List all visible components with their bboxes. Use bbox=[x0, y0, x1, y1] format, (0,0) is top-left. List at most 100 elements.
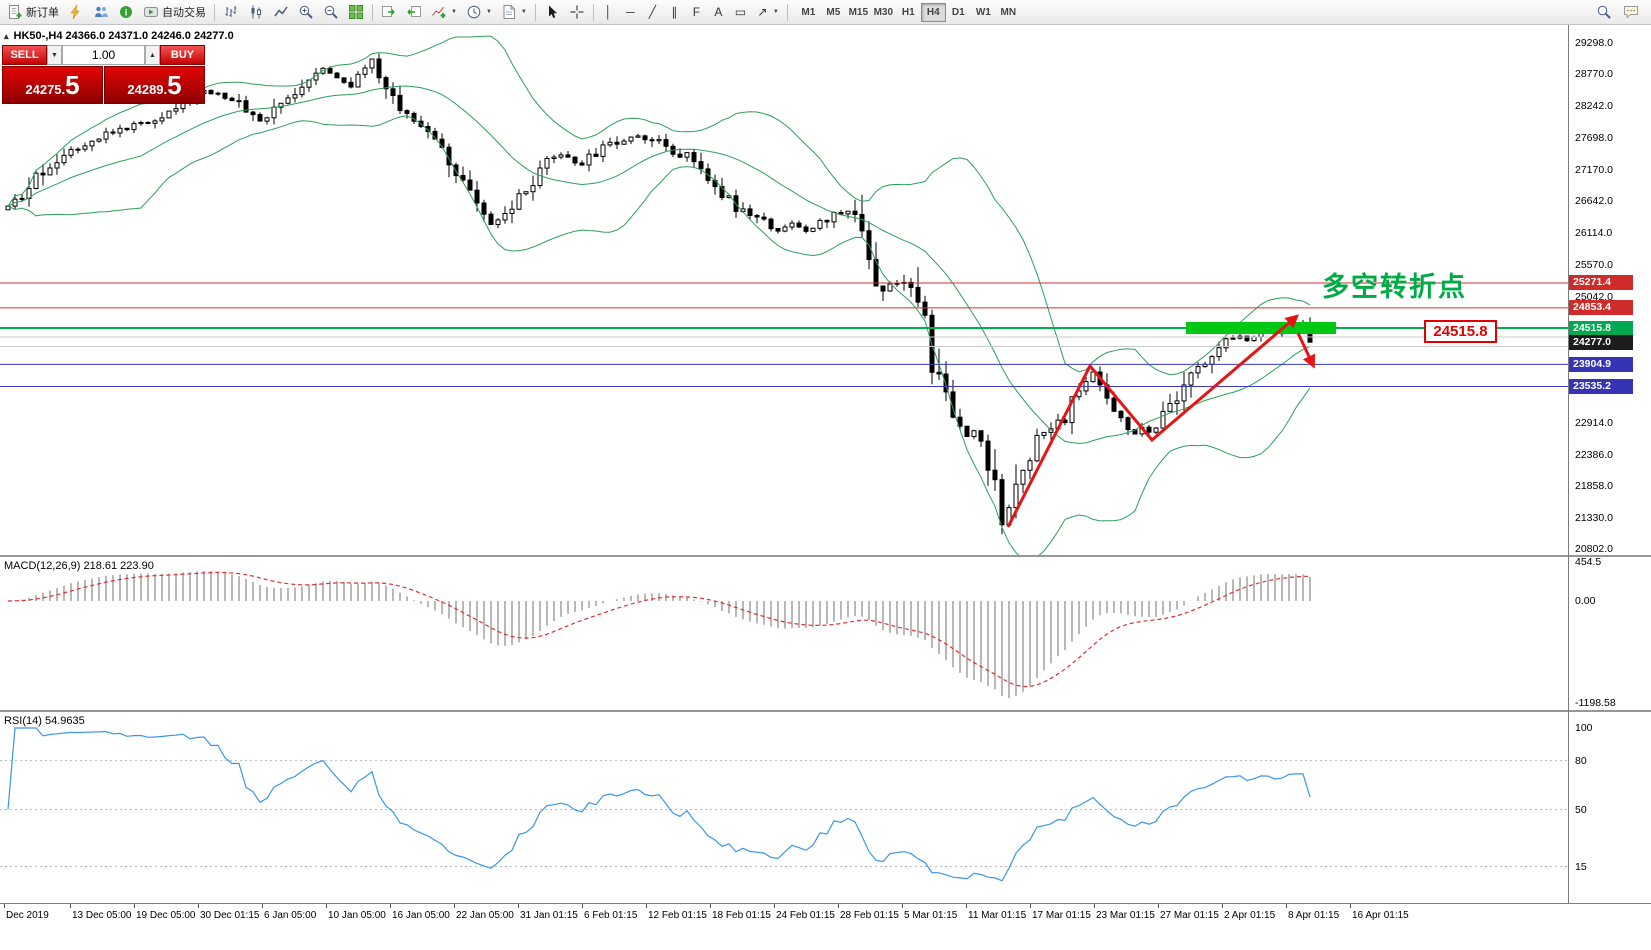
cursor-icon bbox=[548, 5, 557, 18]
toolbar-right-group bbox=[1592, 2, 1648, 23]
equidistant-channel-tool-button[interactable]: ∥ bbox=[664, 2, 685, 23]
profiles-button[interactable] bbox=[89, 2, 113, 23]
trendline-tool-button[interactable]: ╱ bbox=[642, 2, 663, 23]
time-label: 30 Dec 01:15 bbox=[200, 910, 260, 921]
timeframe-button-w1[interactable]: W1 bbox=[971, 3, 996, 22]
bar-chart-mode-button[interactable] bbox=[219, 2, 243, 23]
candles bbox=[5, 53, 1313, 535]
metaeditor-button[interactable] bbox=[64, 2, 88, 23]
trend-zigzag-arrow[interactable] bbox=[1006, 314, 1300, 528]
sell-button[interactable]: SELL bbox=[2, 45, 47, 65]
chart-window: ▴ HK50-,H4 24366.0 24371.0 24246.0 24277… bbox=[0, 25, 1651, 950]
time-label: 16 Jan 05:00 bbox=[392, 910, 450, 921]
time-axis-tick bbox=[1030, 904, 1031, 908]
new-order-button[interactable]: 新订单 bbox=[3, 2, 63, 23]
volume-input[interactable] bbox=[62, 45, 145, 65]
axis-price-label: 29298.0 bbox=[1575, 37, 1613, 49]
cursor-tool-button[interactable] bbox=[540, 2, 564, 23]
time-label: 31 Jan 01:15 bbox=[520, 910, 578, 921]
axis-price-label: 20802.0 bbox=[1575, 543, 1613, 555]
timeframe-button-m30[interactable]: M30 bbox=[871, 3, 896, 22]
macd-axis-label: 0.00 bbox=[1575, 595, 1596, 607]
pullback-arrow[interactable] bbox=[1296, 332, 1316, 369]
tile-windows-button[interactable] bbox=[344, 2, 368, 23]
one-click-prices: 24275. 5 24289. 5 bbox=[2, 66, 205, 104]
search-button[interactable] bbox=[1592, 2, 1616, 23]
volume-increase-button[interactable]: ▲ bbox=[145, 45, 160, 65]
buy-button[interactable]: BUY bbox=[160, 45, 205, 65]
chart-shift-button[interactable] bbox=[402, 2, 426, 23]
time-label: 18 Feb 01:15 bbox=[712, 910, 771, 921]
price-tag: 23904.9 bbox=[1569, 357, 1633, 372]
bid-price-big-digit: 5 bbox=[65, 70, 80, 100]
time-label: 12 Feb 01:15 bbox=[648, 910, 707, 921]
chevron-down-icon: ▼ bbox=[772, 9, 779, 15]
axis-price-label: 26114.0 bbox=[1575, 227, 1613, 239]
templates-dropdown-button[interactable]: ▼ bbox=[497, 2, 531, 23]
indicators-dropdown-button[interactable]: ▼ bbox=[427, 2, 461, 23]
chat-button[interactable] bbox=[1619, 2, 1643, 23]
fibonacci-tool-button[interactable]: F bbox=[686, 2, 707, 23]
vertical-line-tool-button[interactable]: │ bbox=[598, 2, 619, 23]
line-chart-icon bbox=[274, 6, 288, 17]
time-label: 17 Mar 01:15 bbox=[1032, 910, 1091, 921]
price-tag: 25271.4 bbox=[1569, 275, 1633, 290]
periods-dropdown-button[interactable]: ▼ bbox=[462, 2, 496, 23]
line-chart-mode-button[interactable] bbox=[269, 2, 293, 23]
time-label: 11 Mar 01:15 bbox=[968, 910, 1027, 921]
timeframe-button-mn[interactable]: MN bbox=[996, 3, 1021, 22]
zoom-in-button[interactable] bbox=[294, 2, 318, 23]
candlestick-mode-button[interactable] bbox=[244, 2, 268, 23]
channel-icon: ∥ bbox=[671, 5, 678, 19]
macd-indicator-panel[interactable] bbox=[0, 557, 1568, 709]
time-label: 8 Apr 01:15 bbox=[1288, 910, 1340, 921]
axis-price-label: 22914.0 bbox=[1575, 417, 1613, 429]
macd-panel-separator[interactable] bbox=[0, 555, 1651, 557]
time-label: 10 Jan 05:00 bbox=[328, 910, 386, 921]
info-icon: i bbox=[120, 6, 132, 18]
ask-price-big-digit: 5 bbox=[167, 70, 182, 100]
autotrading-button[interactable]: 自动交易 bbox=[139, 2, 210, 23]
crosshair-icon bbox=[570, 5, 584, 19]
timeframe-button-m5[interactable]: M5 bbox=[821, 3, 846, 22]
text-tool-button[interactable]: A bbox=[708, 2, 729, 23]
label-tool-button[interactable]: ▭ bbox=[730, 2, 751, 23]
time-axis-tick bbox=[518, 904, 519, 908]
zoom-out-button[interactable] bbox=[319, 2, 343, 23]
macd-label: MACD(12,26,9) 218.61 223.90 bbox=[4, 560, 154, 572]
people-icon bbox=[95, 6, 108, 17]
ask-price-panel[interactable]: 24289. 5 bbox=[104, 66, 205, 104]
key-level-price-box[interactable]: 24515.8 bbox=[1424, 320, 1497, 343]
timeframe-button-m15[interactable]: M15 bbox=[846, 3, 871, 22]
timeframe-button-h1[interactable]: H1 bbox=[896, 3, 921, 22]
axis-price-label: 27170.0 bbox=[1575, 164, 1613, 176]
auto-scroll-button[interactable] bbox=[377, 2, 401, 23]
toolbar-separator bbox=[592, 3, 594, 21]
chevron-down-icon: ▼ bbox=[520, 9, 527, 15]
help-button[interactable]: i bbox=[114, 2, 138, 23]
price-axis[interactable]: 29298.0 28770.0 28242.0 27698.0 27170.0 26642… bbox=[1568, 25, 1651, 903]
time-axis-tick bbox=[774, 904, 775, 908]
axis-price-label: 22386.0 bbox=[1575, 449, 1613, 461]
rsi-panel-separator[interactable] bbox=[0, 710, 1651, 712]
timeframe-button-d1[interactable]: D1 bbox=[946, 3, 971, 22]
rsi-indicator-panel[interactable] bbox=[0, 712, 1568, 903]
horizontal-line-tool-button[interactable]: ─ bbox=[620, 2, 641, 23]
price-chart[interactable] bbox=[0, 25, 1568, 555]
arrow-tool-button[interactable]: ↗ ▼ bbox=[752, 2, 783, 23]
axis-price-label: 28242.0 bbox=[1575, 100, 1613, 112]
time-axis-tick bbox=[70, 904, 71, 908]
price-tag: 24515.8 bbox=[1569, 321, 1633, 336]
time-axis[interactable]: Dec 2019 13 Dec 05:00 19 Dec 05:00 30 Dec 0… bbox=[0, 903, 1651, 927]
time-axis-tick bbox=[134, 904, 135, 908]
svg-text:i: i bbox=[125, 8, 128, 18]
volume-decrease-button[interactable]: ▼ bbox=[47, 45, 62, 65]
bid-price-panel[interactable]: 24275. 5 bbox=[2, 66, 103, 104]
crosshair-tool-button[interactable] bbox=[565, 2, 589, 23]
one-click-collapse-arrow[interactable]: ▴ bbox=[4, 30, 9, 41]
timeframe-button-h4[interactable]: H4 bbox=[920, 2, 946, 22]
timeframe-button-m1[interactable]: M1 bbox=[796, 3, 821, 22]
zoom-in-icon bbox=[299, 5, 313, 19]
green-zone-highlight[interactable] bbox=[1186, 322, 1336, 334]
chat-icon bbox=[1624, 6, 1638, 19]
